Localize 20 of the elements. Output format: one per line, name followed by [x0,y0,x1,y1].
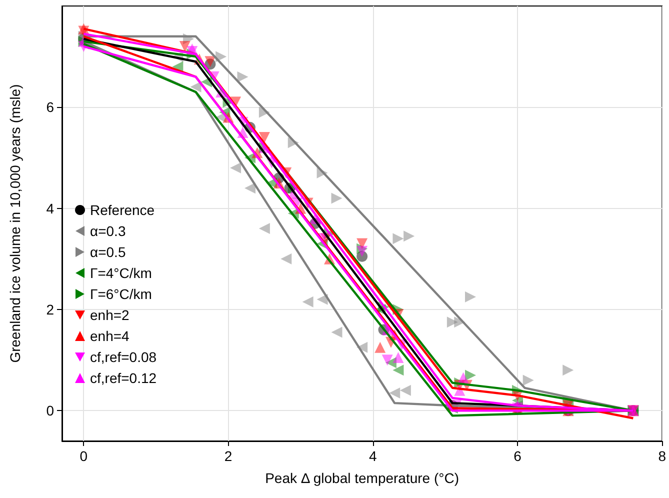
y-tick-label: 0 [46,402,54,419]
x-tick-label: 6 [514,448,522,464]
legend-label: enh=2 [90,307,130,323]
legend-label: enh=4 [90,328,130,344]
y-tick-label: 2 [46,301,54,318]
y-tick-label: 6 [46,99,54,116]
legend-label: cf,ref=0.08 [90,349,157,365]
legend-label: Reference [90,202,155,218]
legend-label: Γ=4°C/km [90,265,152,281]
legend-label: cf,ref=0.12 [90,370,157,386]
legend-label: α=0.5 [90,244,126,260]
x-tick-label: 4 [369,448,377,464]
x-tick-label: 0 [80,448,88,464]
y-tick-label: 4 [46,200,54,216]
legend-label: Γ=6°C/km [90,286,152,302]
x-axis-title: Peak Δ global temperature (°C) [265,470,460,486]
legend-label: α=0.3 [90,223,126,239]
x-tick-label: 8 [658,448,666,464]
y-axis-title: Greenland ice volume in 10,000 years (msle) [7,84,23,363]
x-tick-label: 2 [224,448,232,464]
